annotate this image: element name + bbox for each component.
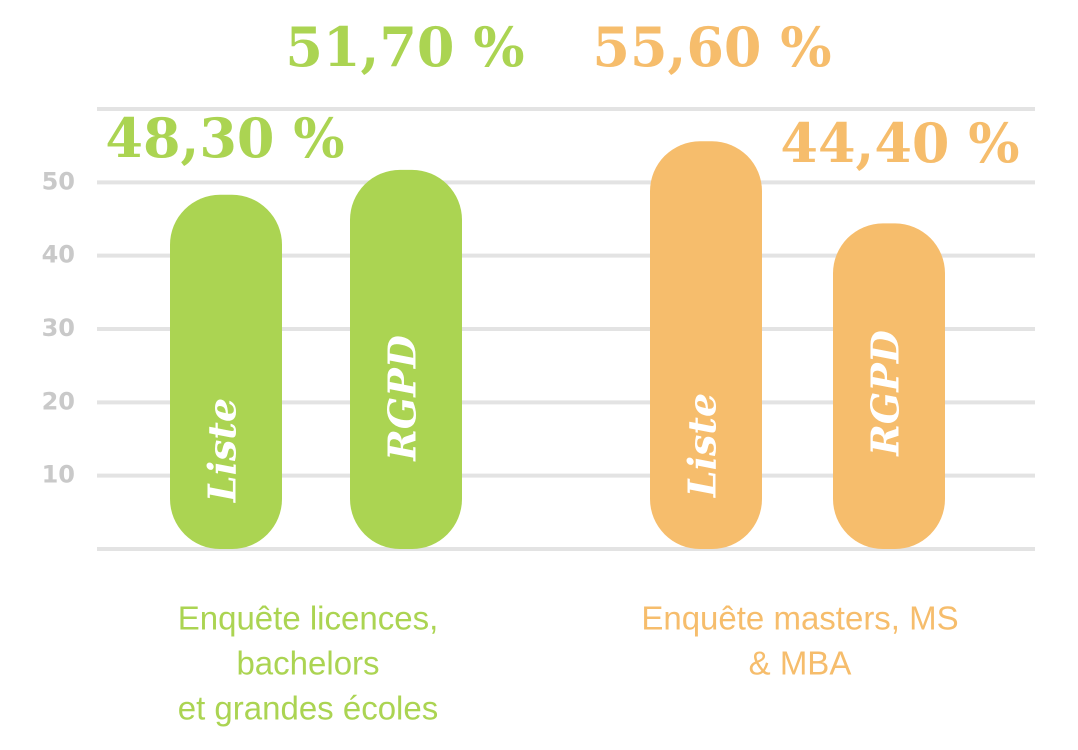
- x-category-label: et grandes écoles: [178, 690, 439, 727]
- bar-series-label: RGPD: [863, 330, 908, 457]
- value-label: 51,70 %: [285, 15, 524, 79]
- value-label: 44,40 %: [780, 111, 1019, 175]
- bar: [350, 169, 462, 549]
- x-category-label: bachelors: [236, 645, 379, 682]
- x-category-label: Enquête masters, MS: [641, 600, 958, 637]
- bar: [833, 223, 945, 549]
- bar: [650, 141, 762, 549]
- bar-series-label: Liste: [680, 393, 725, 498]
- y-tick-label: 30: [42, 314, 75, 342]
- y-tick-label: 20: [42, 387, 75, 415]
- bar-series-label: RGPD: [380, 335, 425, 462]
- value-label: 48,30 %: [105, 106, 344, 170]
- x-category-label: & MBA: [749, 645, 852, 682]
- bar-series-label: Liste: [200, 398, 245, 503]
- x-category-label: Enquête licences,: [178, 600, 439, 637]
- bar: [170, 194, 282, 550]
- y-tick-label: 50: [42, 167, 75, 195]
- y-tick-label: 10: [42, 461, 75, 489]
- y-tick-label: 40: [42, 241, 75, 269]
- value-label: 55,60 %: [592, 15, 831, 79]
